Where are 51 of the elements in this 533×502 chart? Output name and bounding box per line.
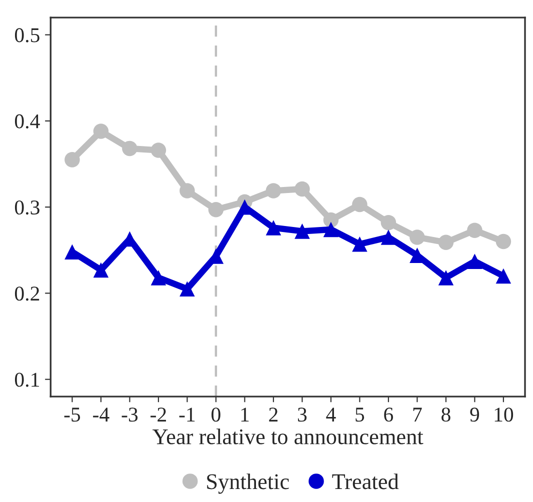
point	[266, 220, 282, 236]
legend-label: Synthetic	[207, 474, 289, 494]
y-tick-label: 0.1	[14, 372, 39, 387]
x-tick-label: 3	[298, 408, 307, 422]
x-tick-label: -3	[122, 408, 138, 422]
y-tick-label: 0.2	[14, 286, 40, 301]
point	[64, 152, 80, 168]
point	[438, 270, 454, 286]
point	[208, 202, 224, 218]
point	[352, 236, 368, 252]
point	[352, 196, 368, 212]
x-tick-label: 9	[470, 408, 480, 422]
point	[266, 183, 282, 198]
point	[380, 214, 396, 230]
point	[438, 234, 454, 250]
x-tick-label: 7	[413, 408, 422, 422]
point	[93, 262, 109, 278]
point	[150, 142, 166, 158]
point	[122, 140, 138, 156]
point	[180, 183, 195, 198]
x-tick-label: -4	[93, 408, 110, 422]
point	[323, 222, 339, 238]
point	[150, 270, 166, 286]
point	[237, 199, 252, 215]
x-axis-title: Year relative to announcement	[152, 428, 424, 444]
point	[410, 230, 425, 245]
x-tick-label: 0	[212, 408, 220, 422]
y-tick-label: 0.5	[14, 28, 40, 42]
x-tick-label: 10	[494, 408, 514, 422]
y-tick-label: 0.4	[14, 114, 40, 128]
x-tick-label: -5	[64, 408, 80, 422]
point	[64, 244, 80, 260]
point	[294, 181, 310, 197]
point	[180, 281, 195, 297]
point	[93, 124, 109, 139]
point	[380, 230, 396, 245]
x-tick-label: 1	[241, 408, 249, 422]
x-tick-label: -2	[150, 408, 166, 422]
x-tick-label: -1	[179, 408, 195, 422]
point	[467, 222, 482, 238]
point	[294, 224, 310, 239]
x-tick-label: 2	[269, 408, 278, 422]
x-tick-label: 4	[326, 408, 336, 422]
x-tick-label: 8	[442, 408, 450, 422]
legend-label: Treated	[332, 474, 399, 490]
x-tick-label: 6	[384, 408, 394, 422]
point	[467, 254, 482, 269]
point	[496, 268, 512, 284]
x-tick-label: 5	[356, 408, 364, 422]
y-tick-label: 0.3	[14, 200, 40, 215]
point	[496, 234, 512, 250]
